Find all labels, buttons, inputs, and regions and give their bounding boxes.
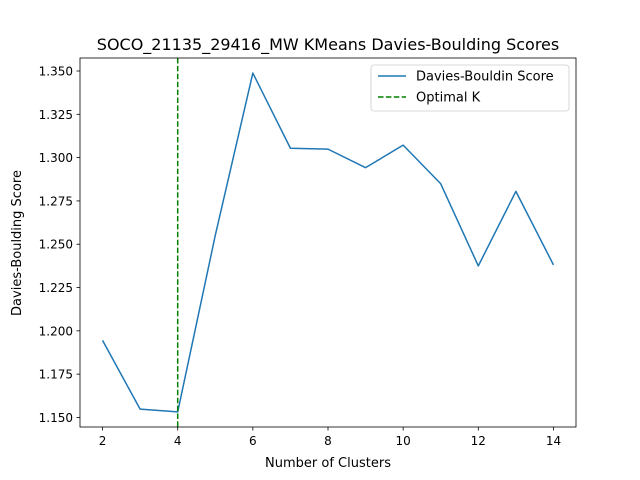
plot-frame (79, 57, 577, 428)
y-tick-label: 1.225 (39, 281, 73, 295)
plot-area: 2 4 6 8 10 12 14 1.150 1.175 1.200 1.225 1.250 1.275… (39, 58, 561, 448)
x-tick-label: 14 (546, 434, 561, 448)
x-tick-label: 8 (324, 434, 332, 448)
legend-label: Optimal K (416, 91, 481, 106)
y-tick-label: 1.200 (39, 324, 73, 338)
x-tick-label: 4 (174, 434, 182, 448)
legend: Davies-Bouldin Score Optimal K (370, 64, 570, 112)
y-tick-label: 1.175 (39, 368, 73, 382)
y-tick-label: 1.350 (39, 64, 73, 78)
x-tick-label: 12 (471, 434, 486, 448)
series-line (101, 72, 555, 413)
y-tick-label: 1.300 (39, 151, 73, 165)
y-tick-label: 1.150 (39, 411, 73, 425)
x-axis-label: Number of Clusters (265, 456, 391, 471)
y-tick-label: 1.250 (39, 238, 73, 252)
legend-label: Davies-Bouldin Score (416, 70, 554, 85)
x-tick-label: 6 (249, 434, 257, 448)
y-tick-label: 1.275 (39, 194, 73, 208)
y-tick-label: 1.325 (39, 108, 73, 122)
x-tick-label: 2 (99, 434, 107, 448)
x-tick-label: 10 (396, 434, 411, 448)
y-axis-label: Davies-Boulding Score (10, 170, 25, 316)
chart-title: SOCO_21135_29416_MW KMeans Davies-Bouldi… (97, 35, 559, 55)
legend-box (370, 64, 570, 112)
